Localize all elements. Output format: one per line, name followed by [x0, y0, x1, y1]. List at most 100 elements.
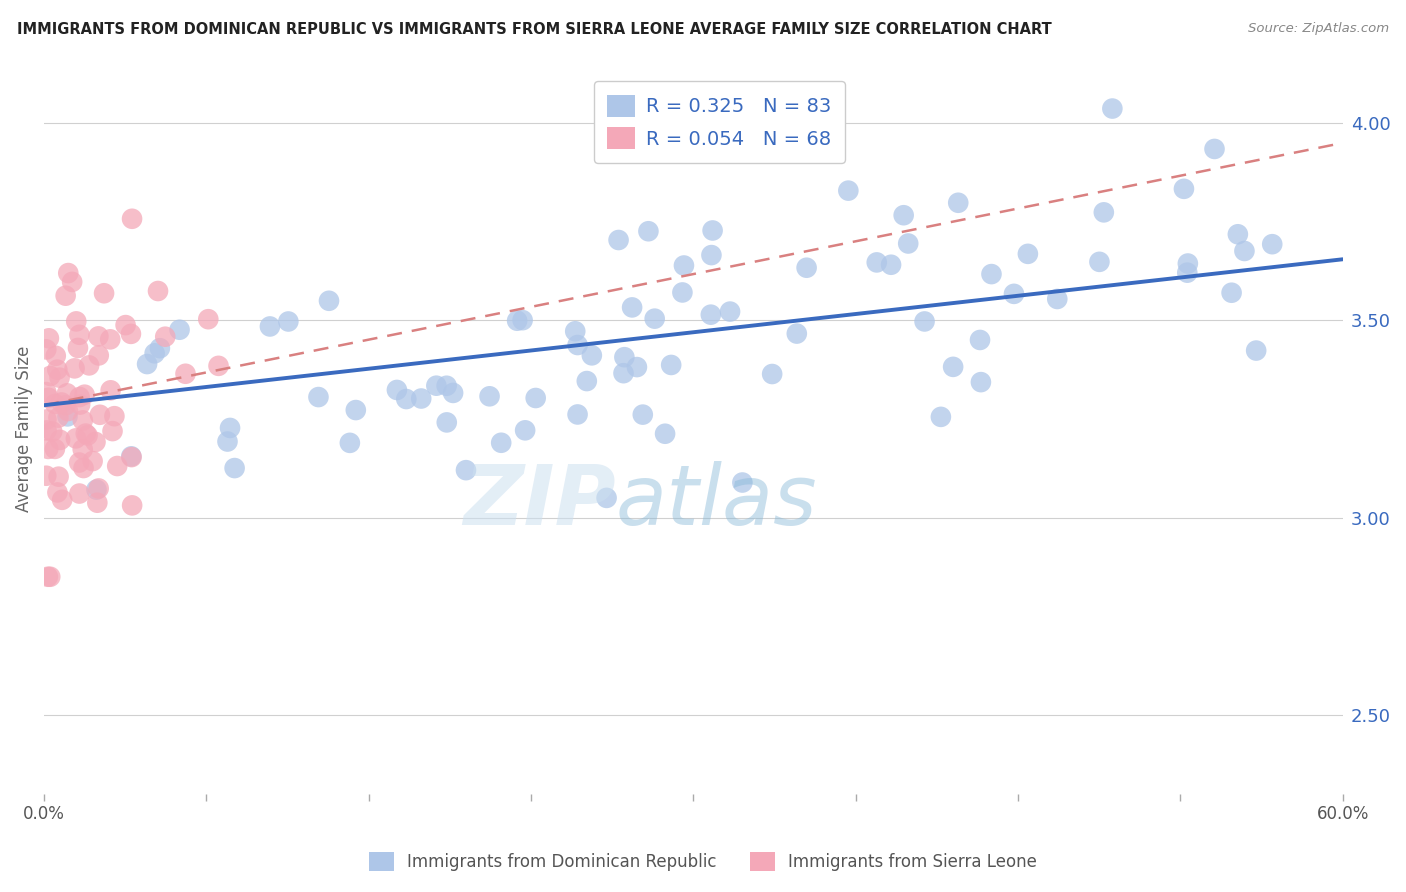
- Point: [69, 398, 91, 412]
- Point: [174, 367, 197, 381]
- Point: [217, 434, 239, 449]
- Point: [35, 412, 58, 426]
- Point: [121, 450, 143, 464]
- Point: [72, 413, 94, 427]
- Point: [702, 223, 724, 237]
- Point: [72, 461, 94, 475]
- Point: [45, 349, 67, 363]
- Point: [39, 570, 62, 584]
- Point: [169, 323, 191, 337]
- Point: [441, 385, 464, 400]
- Point: [63, 361, 86, 376]
- Point: [411, 392, 433, 406]
- Point: [44, 397, 66, 411]
- Point: [82, 454, 104, 468]
- Point: [155, 329, 177, 343]
- Point: [969, 333, 991, 347]
- Point: [86, 496, 108, 510]
- Point: [48, 469, 70, 483]
- Point: [631, 408, 654, 422]
- Point: [914, 314, 936, 328]
- Point: [425, 378, 447, 392]
- Point: [1092, 205, 1115, 219]
- Point: [607, 233, 630, 247]
- Point: [143, 346, 166, 360]
- Point: [621, 301, 644, 315]
- Text: ZIP: ZIP: [463, 461, 616, 542]
- Point: [637, 224, 659, 238]
- Point: [56, 404, 79, 418]
- Point: [339, 435, 361, 450]
- Point: [308, 390, 330, 404]
- Point: [436, 416, 458, 430]
- Point: [44, 442, 66, 456]
- Point: [575, 374, 598, 388]
- Point: [46, 485, 69, 500]
- Legend: Immigrants from Dominican Republic, Immigrants from Sierra Leone: Immigrants from Dominican Republic, Immi…: [360, 843, 1046, 880]
- Point: [58, 266, 80, 280]
- Point: [385, 383, 408, 397]
- Point: [120, 450, 142, 464]
- Point: [980, 267, 1002, 281]
- Point: [76, 428, 98, 442]
- Point: [72, 442, 94, 457]
- Point: [1204, 142, 1226, 156]
- Point: [1177, 256, 1199, 270]
- Point: [567, 338, 589, 352]
- Point: [1173, 182, 1195, 196]
- Point: [136, 357, 159, 371]
- Point: [37, 442, 59, 456]
- Point: [595, 491, 617, 505]
- Point: [612, 366, 634, 380]
- Point: [700, 248, 723, 262]
- Point: [67, 456, 90, 470]
- Point: [564, 324, 586, 338]
- Point: [121, 499, 143, 513]
- Point: [942, 359, 965, 374]
- Point: [512, 313, 534, 327]
- Point: [35, 468, 58, 483]
- Point: [277, 314, 299, 328]
- Point: [1088, 255, 1111, 269]
- Point: [37, 570, 59, 584]
- Point: [929, 409, 952, 424]
- Point: [786, 326, 808, 341]
- Point: [489, 435, 512, 450]
- Point: [837, 184, 859, 198]
- Point: [39, 368, 62, 383]
- Point: [51, 395, 73, 409]
- Point: [613, 350, 636, 364]
- Point: [880, 258, 903, 272]
- Point: [46, 362, 69, 376]
- Point: [56, 386, 79, 401]
- Point: [1101, 102, 1123, 116]
- Point: [35, 424, 58, 438]
- Point: [65, 314, 87, 328]
- Point: [567, 408, 589, 422]
- Text: Source: ZipAtlas.com: Source: ZipAtlas.com: [1249, 22, 1389, 36]
- Point: [67, 486, 90, 500]
- Point: [948, 195, 970, 210]
- Point: [84, 434, 107, 449]
- Point: [513, 423, 536, 437]
- Text: atlas: atlas: [616, 461, 817, 542]
- Point: [761, 367, 783, 381]
- Point: [1017, 247, 1039, 261]
- Point: [66, 341, 89, 355]
- Point: [60, 275, 83, 289]
- Point: [718, 304, 741, 318]
- Point: [207, 359, 229, 373]
- Point: [35, 385, 58, 400]
- Point: [1244, 343, 1267, 358]
- Point: [37, 391, 59, 405]
- Point: [866, 255, 889, 269]
- Point: [75, 426, 97, 441]
- Point: [224, 461, 246, 475]
- Point: [893, 208, 915, 222]
- Point: [1220, 285, 1243, 300]
- Point: [120, 326, 142, 341]
- Point: [654, 426, 676, 441]
- Point: [219, 421, 242, 435]
- Point: [1261, 237, 1284, 252]
- Text: IMMIGRANTS FROM DOMINICAN REPUBLIC VS IMMIGRANTS FROM SIERRA LEONE AVERAGE FAMIL: IMMIGRANTS FROM DOMINICAN REPUBLIC VS IM…: [17, 22, 1052, 37]
